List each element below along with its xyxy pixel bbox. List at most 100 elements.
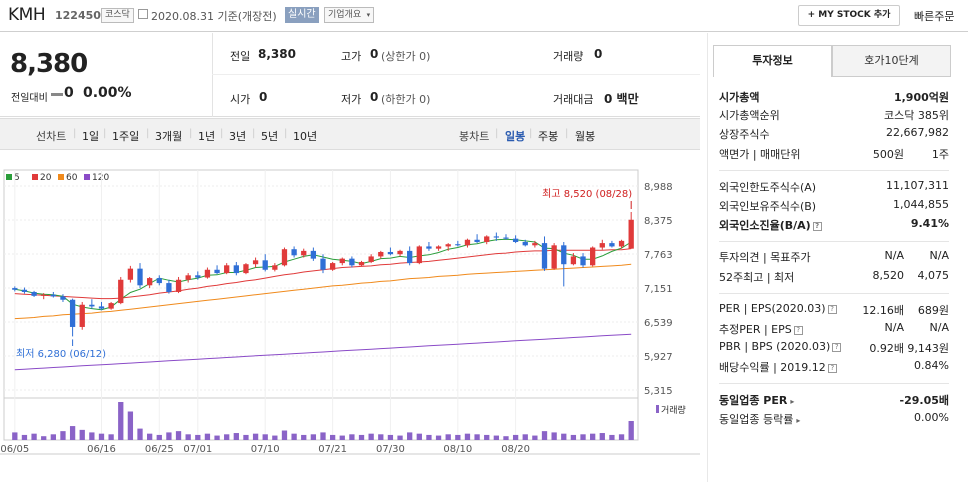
x-tick-label: 06/25 (145, 444, 174, 455)
candle-body (397, 250, 403, 255)
open-label: 시가 (230, 93, 251, 106)
volume-bar (590, 433, 596, 440)
info-icon[interactable]: ? (827, 305, 837, 314)
candle-body (12, 288, 18, 290)
pbr-value: 0.92배 (869, 342, 904, 355)
volume-bar (214, 435, 220, 440)
opinion-row: 투자의견 | 목표주가 N/A N/A (719, 249, 949, 268)
lower-limit: (하한가 0) (381, 93, 431, 106)
tab-hoga[interactable]: 호가10단계 (832, 45, 951, 77)
chevron-right-icon[interactable]: ▸ (796, 416, 801, 425)
est-eps-value: N/A (929, 321, 949, 334)
market-cap-value: 1,900억원 (893, 91, 949, 104)
x-tick-label: 08/10 (443, 444, 472, 455)
tab-separator: | (189, 128, 193, 139)
volume-bar (474, 434, 480, 440)
volume-bar (310, 434, 317, 440)
volume-bar (31, 433, 37, 440)
candle-body (60, 296, 66, 300)
tab-daily[interactable]: 일봉 (505, 130, 526, 143)
candle-body (243, 264, 249, 274)
candle-body (214, 269, 220, 274)
open-value: 0 (259, 90, 268, 104)
volume-bar (243, 434, 249, 440)
date-text: 2020.08.31 기준(개장전) (151, 10, 277, 23)
shares-row: 상장주식수 22,667,982 (719, 126, 949, 145)
candlestick-chart: 5 20 60 120 8,988 8,375 7,763 7,151 6,539 5,927 5,… (0, 169, 700, 455)
tab-3m[interactable]: 3개월 (155, 130, 183, 143)
candle-body (590, 247, 596, 266)
company-overview-button[interactable]: 기업개요 ▾ (324, 7, 375, 23)
foreign-ratio-row: 외국인소진율(B/A)? 9.41% (719, 217, 949, 236)
tab-weekly[interactable]: 주봉 (538, 130, 559, 143)
volume-bar (89, 432, 95, 440)
tab-1y[interactable]: 1년 (198, 130, 216, 143)
tab-invest-info[interactable]: 투자정보 (713, 45, 832, 77)
tab-separator: | (103, 128, 107, 139)
candle-body (252, 260, 259, 265)
x-tick-label: 08/20 (501, 444, 530, 455)
volume-bar (98, 433, 105, 440)
legend-label: 120 (92, 173, 109, 183)
volume-bar (378, 434, 384, 440)
market-cap-rank-value: 코스닥 385위 (884, 109, 949, 122)
stock-code: 122450 (55, 9, 101, 22)
tab-1d[interactable]: 1일 (82, 130, 100, 143)
quick-order-link[interactable]: 빠른주문 (914, 10, 955, 23)
volume-bar (137, 428, 143, 440)
candle-body (204, 269, 211, 278)
candle-body (349, 258, 355, 266)
my-stock-button[interactable]: + MY STOCK 추가 (798, 5, 900, 26)
eps-value: 689원 (917, 304, 949, 317)
volume-label: 거래량 (553, 50, 584, 63)
candle-body (493, 236, 500, 238)
tab-3y[interactable]: 3년 (229, 130, 247, 143)
ma120-line (14, 333, 632, 371)
candle-body (407, 250, 413, 264)
volume-bar (185, 434, 191, 440)
tab-10y[interactable]: 10년 (293, 130, 318, 143)
volume-bar (580, 434, 586, 440)
realtime-button[interactable]: 실시간 (285, 7, 319, 23)
volume-bar (532, 435, 538, 440)
foreign-ratio-label: 외국인소진율(B/A) (719, 219, 811, 232)
candle-body (503, 237, 509, 239)
tab-separator: | (73, 128, 77, 139)
dividend-label: 배당수익률 | 2019.12 (719, 361, 826, 374)
volume-bar (464, 433, 471, 440)
tab-5y[interactable]: 5년 (261, 130, 279, 143)
week52-row: 52주최고 | 최저 8,520 4,075 (719, 269, 949, 288)
volume-bar (60, 431, 66, 440)
tab-1w[interactable]: 1주일 (112, 130, 140, 143)
divider (719, 241, 949, 242)
candle-body (175, 279, 182, 292)
divider (719, 293, 949, 294)
face-label: 액면가 | 매매단위 (719, 148, 801, 161)
volume-bar (281, 430, 288, 440)
candle-body (262, 260, 268, 270)
chevron-right-icon[interactable]: ▸ (790, 397, 795, 406)
stock-chart: 5 20 60 120 8,988 8,375 7,763 7,151 6,539 5,927 5,… (0, 152, 700, 482)
panel-divider (707, 33, 708, 482)
info-icon[interactable]: ? (812, 222, 822, 231)
info-icon[interactable]: ? (832, 343, 842, 352)
high-label: 고가 (341, 50, 362, 63)
low-annotation: 최저 6,280 (06/12) (16, 348, 106, 360)
info-icon[interactable]: ? (793, 326, 803, 335)
y-tick-label: 5,927 (644, 352, 673, 363)
volume-bar (252, 433, 259, 440)
volume-bar (146, 433, 153, 440)
volume-bar (291, 433, 297, 440)
period-tab-bar: 선차트 | 1일 | 1주일 | 3개월 | 1년 | 3년 | 5년 | 10… (0, 118, 700, 150)
per-row: PER | EPS(2020.03)? 12.16배 689원 (719, 302, 949, 321)
face-value: 500원 (872, 148, 904, 161)
legend-label: 60 (66, 173, 78, 183)
info-icon[interactable]: ? (827, 364, 837, 373)
candle-body (618, 240, 625, 247)
candle-body (541, 243, 548, 269)
line-chart-label: 선차트 (36, 130, 67, 143)
volume-bar (397, 435, 403, 440)
divider (719, 170, 949, 171)
tab-monthly[interactable]: 월봉 (575, 130, 596, 143)
high-value: 0 (370, 47, 379, 61)
